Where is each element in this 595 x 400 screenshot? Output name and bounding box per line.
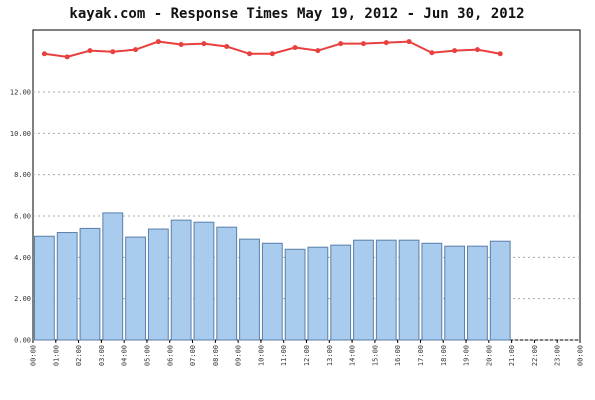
y-tick-label: 4.00: [14, 254, 31, 262]
x-tick-label: 09:00: [235, 345, 243, 366]
y-tick-label: 0.00: [14, 337, 31, 345]
x-tick-label: 12:00: [303, 345, 311, 366]
point: [338, 41, 344, 47]
point: [64, 54, 70, 60]
bar: [353, 239, 374, 341]
x-tick-label: 03:00: [98, 345, 106, 366]
bar: [307, 246, 329, 341]
point: [155, 39, 161, 45]
y-tick-label: 10.00: [10, 130, 31, 138]
bar: [330, 244, 352, 341]
y-tick-label: 12.00: [10, 89, 31, 97]
point: [178, 41, 184, 47]
x-tick-label: 13:00: [326, 345, 334, 366]
bar: [102, 212, 124, 341]
bar: [444, 245, 466, 341]
point: [315, 48, 321, 54]
bar: [375, 239, 397, 341]
point: [201, 41, 207, 47]
point: [452, 48, 458, 54]
bar: [284, 248, 306, 341]
x-tick-label: 05:00: [143, 345, 151, 366]
x-tick-label: 18:00: [440, 345, 448, 366]
point: [429, 50, 435, 56]
point: [292, 45, 298, 51]
point: [360, 41, 366, 47]
x-tick-label: 01:00: [52, 345, 60, 366]
point: [87, 48, 93, 54]
bar: [56, 232, 78, 341]
bar: [398, 239, 420, 341]
bar: [125, 236, 146, 341]
bar: [170, 219, 192, 341]
x-tick-label: 21:00: [508, 345, 516, 366]
y-tick-label: 8.00: [14, 171, 31, 179]
point: [224, 44, 230, 50]
x-tick-label: 23:00: [554, 345, 562, 366]
bar: [34, 235, 55, 341]
point: [41, 51, 47, 57]
point: [406, 39, 412, 45]
bar: [216, 226, 238, 341]
bar: [467, 245, 488, 341]
x-tick-label: 16:00: [394, 345, 402, 366]
x-tick-label: 19:00: [463, 345, 471, 366]
bar: [79, 227, 101, 341]
x-tick-label: 10:00: [257, 345, 265, 366]
x-tick-label: 02:00: [75, 345, 83, 366]
point: [247, 51, 253, 57]
bar: [489, 240, 511, 341]
x-tick-label: 04:00: [121, 345, 129, 366]
y-tick-label: 6.00: [14, 213, 31, 221]
y-tick-label: 2.00: [14, 295, 31, 303]
point: [383, 40, 389, 46]
x-tick-label: 15:00: [371, 345, 379, 366]
x-tick-label: 00:00: [577, 345, 585, 366]
point: [110, 49, 116, 55]
plot-area: [32, 29, 581, 341]
bar: [239, 238, 260, 341]
bar: [261, 242, 283, 341]
x-tick-label: 22:00: [531, 345, 539, 366]
x-tick-label: 14:00: [349, 345, 357, 366]
point: [269, 51, 275, 57]
x-tick-label: 20:00: [485, 345, 493, 366]
x-tick-label: 07:00: [189, 345, 197, 366]
bar: [421, 242, 443, 341]
bar: [193, 221, 215, 341]
point: [133, 47, 139, 53]
x-tick-label: 17:00: [417, 345, 425, 366]
x-tick-label: 06:00: [166, 345, 174, 366]
x-tick-label: 08:00: [212, 345, 220, 366]
bar: [147, 228, 169, 341]
x-tick-label: 00:00: [30, 345, 38, 366]
x-tick-label: 11:00: [280, 345, 288, 366]
chart-title: kayak.com - Response Times May 19, 2012 …: [69, 6, 524, 22]
point: [474, 47, 480, 53]
point: [497, 51, 503, 57]
